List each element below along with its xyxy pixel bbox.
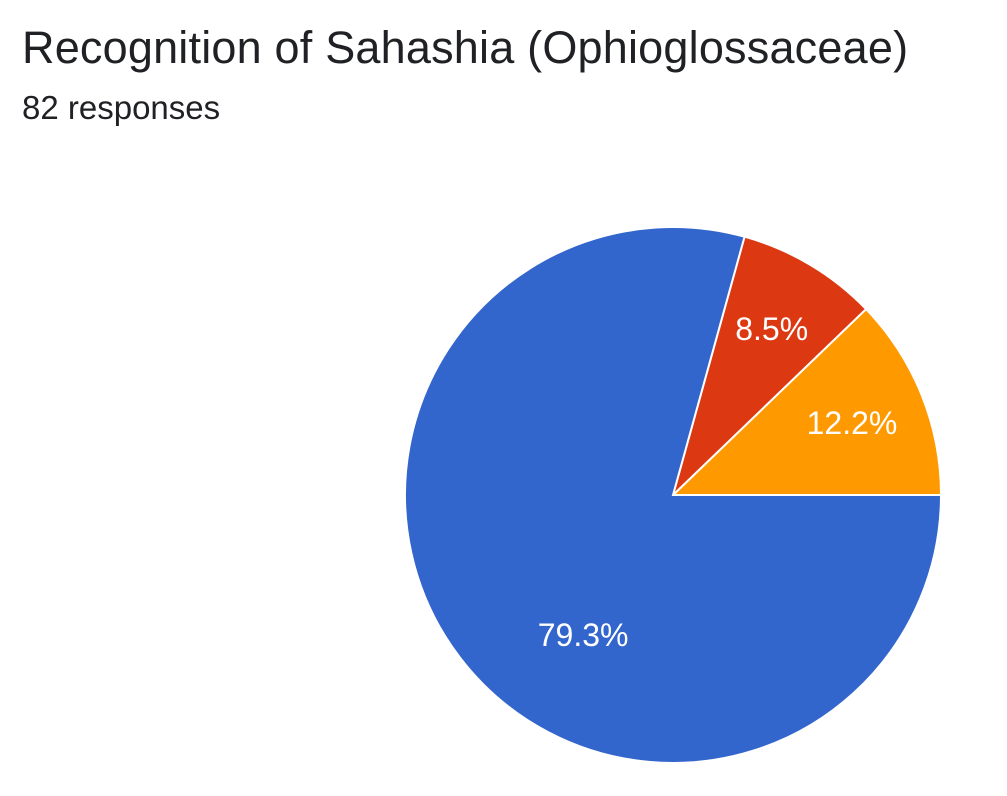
pie-slice-label-3: 79.3% [538,617,629,653]
pie-slice-1[interactable] [670,307,943,496]
response-count: 82 responses [22,89,221,126]
pie-slice-label-1: 12.2% [807,405,898,441]
chart-header: Recognition of Sahashia (Ophioglossaceae… [22,18,908,130]
pie-slice-3[interactable] [404,226,943,764]
pie-slices [404,226,943,764]
pie-slice-2[interactable] [671,235,868,499]
chart-title: Recognition of Sahashia (Ophioglossaceae… [22,22,909,73]
pie-labels: 12.2% 8.5% 79.3% [538,311,898,653]
pie-slice-label-2: 8.5% [735,311,808,347]
